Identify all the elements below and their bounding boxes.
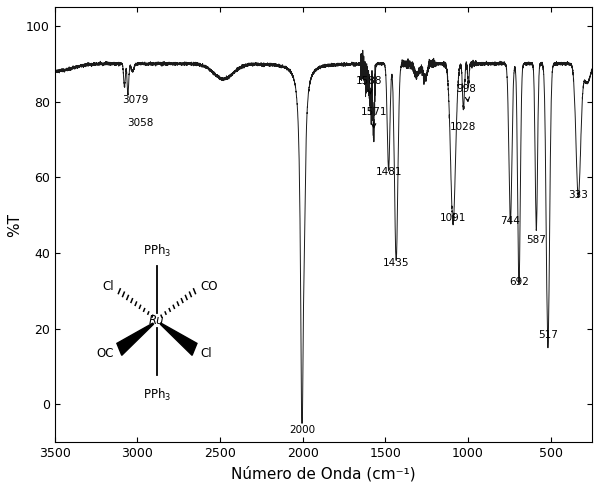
X-axis label: Número de Onda (cm⁻¹): Número de Onda (cm⁻¹) <box>231 466 416 481</box>
Text: 998: 998 <box>456 84 476 102</box>
Text: 587: 587 <box>527 235 546 245</box>
Y-axis label: %T: %T <box>7 213 22 237</box>
Text: 744: 744 <box>500 217 521 226</box>
Text: 1481: 1481 <box>376 167 402 177</box>
Text: 1571: 1571 <box>361 107 387 128</box>
Text: 3079: 3079 <box>123 95 149 105</box>
Text: 1588: 1588 <box>356 77 383 94</box>
Text: 2000: 2000 <box>290 425 316 435</box>
Text: 3058: 3058 <box>128 118 154 128</box>
Text: 1091: 1091 <box>440 213 466 223</box>
Text: 517: 517 <box>538 330 558 340</box>
Text: 1028: 1028 <box>450 122 477 132</box>
Text: 692: 692 <box>509 277 529 287</box>
Text: 333: 333 <box>568 190 588 200</box>
Text: 1435: 1435 <box>383 258 410 268</box>
